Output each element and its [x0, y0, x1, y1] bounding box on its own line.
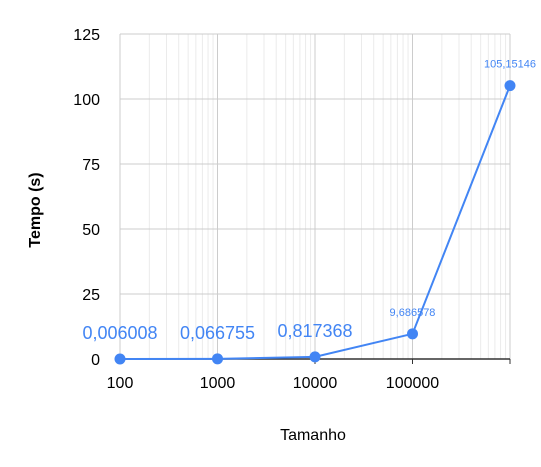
data-point: [309, 351, 321, 363]
major-gridlines: [119, 33, 511, 359]
data-label: 0,817368: [277, 321, 352, 341]
data-point: [504, 80, 516, 92]
y-tick-label: 50: [82, 222, 100, 239]
x-tick-labels: 100 1000 10000 100000: [107, 375, 440, 392]
data-label: 0,006008: [82, 323, 157, 343]
y-tick-label: 75: [82, 157, 100, 174]
x-tick-label: 100: [107, 375, 134, 392]
data-point: [407, 328, 418, 340]
y-tick-label: 0: [91, 352, 100, 369]
x-tick-label: 100000: [386, 375, 439, 392]
data-label: 0,066755: [180, 323, 255, 343]
data-labels: 0,006008 0,066755 0,817368 9,686578 105,1514…: [82, 59, 536, 343]
series-group: [114, 80, 516, 365]
data-point: [212, 353, 223, 365]
minor-gridlines: [148, 34, 507, 359]
y-tick-labels: 0 25 50 75 100 125: [73, 27, 100, 369]
data-label: 9,686578: [390, 307, 436, 319]
y-tick-label: 25: [82, 287, 100, 304]
data-point: [114, 353, 126, 365]
x-axis-title: Tamanho: [280, 427, 346, 444]
x-tick-label: 10000: [293, 375, 338, 392]
y-tick-label: 100: [73, 92, 100, 109]
data-label: 105,15146: [484, 59, 536, 71]
y-axis-title: Tempo (s): [27, 172, 44, 247]
x-tick-label: 1000: [200, 375, 236, 392]
y-tick-label: 125: [73, 27, 100, 44]
